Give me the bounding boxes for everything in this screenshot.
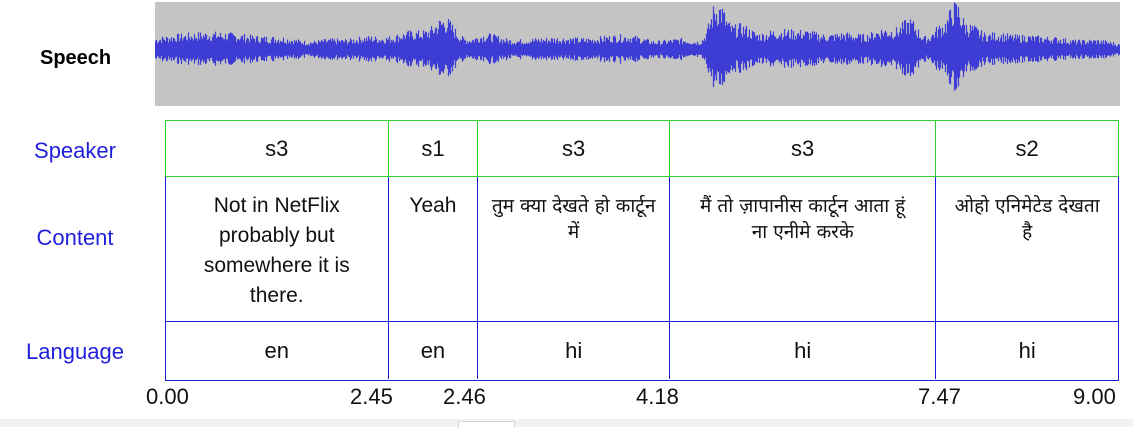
speaker-cell: s1 (389, 121, 479, 176)
content-cell: मैं तो ज़ापानीस कार्टून आता हूं ना एनीमे… (670, 177, 937, 321)
speaker-cell: s3 (478, 121, 670, 176)
speaker-cell: s3 (670, 121, 937, 176)
language-row: en en hi hi hi (166, 322, 1118, 379)
content-cell: ओहो एनिमेटेड देखता है (954, 195, 1100, 243)
speaker-row: s3 s1 s3 s3 s2 (165, 120, 1119, 177)
speech-label: Speech (40, 47, 112, 69)
time-tick: 2.46 (443, 384, 486, 409)
speaker-row-label: Speaker (34, 138, 116, 163)
language-cell: hi (478, 322, 670, 379)
speech-waveform (155, 2, 1120, 106)
content-cell: Yeah (389, 177, 479, 321)
waveform-trace (155, 2, 1120, 91)
content-row-label: Content (36, 225, 114, 250)
language-cell: hi (1018, 337, 1036, 363)
content-cell: Not in NetFlix probably but somewhere it… (166, 177, 389, 321)
time-tick: 7.47 (918, 384, 961, 409)
bottom-tab (458, 421, 515, 428)
language-row-label: Language (26, 339, 124, 364)
speaker-cell: s3 (166, 121, 389, 176)
language-cell: en (389, 322, 479, 379)
content-row: Not in NetFlix probably but somewhere it… (166, 177, 1118, 322)
waveform-graphic (155, 2, 1120, 91)
language-cell: en (166, 322, 389, 379)
time-tick: 9.00 (1073, 384, 1116, 409)
time-tick: 4.18 (636, 384, 679, 409)
content-cell: तुम क्या देखते हो कार्टून में (478, 177, 670, 321)
time-tick: 2.45 (350, 384, 393, 409)
speaker-cell: s2 (1015, 135, 1039, 161)
language-cell: hi (670, 322, 937, 379)
bottom-strip (0, 419, 1133, 427)
time-tick: 0.00 (146, 384, 189, 409)
content-language-grid: Not in NetFlix probably but somewhere it… (165, 177, 1119, 381)
